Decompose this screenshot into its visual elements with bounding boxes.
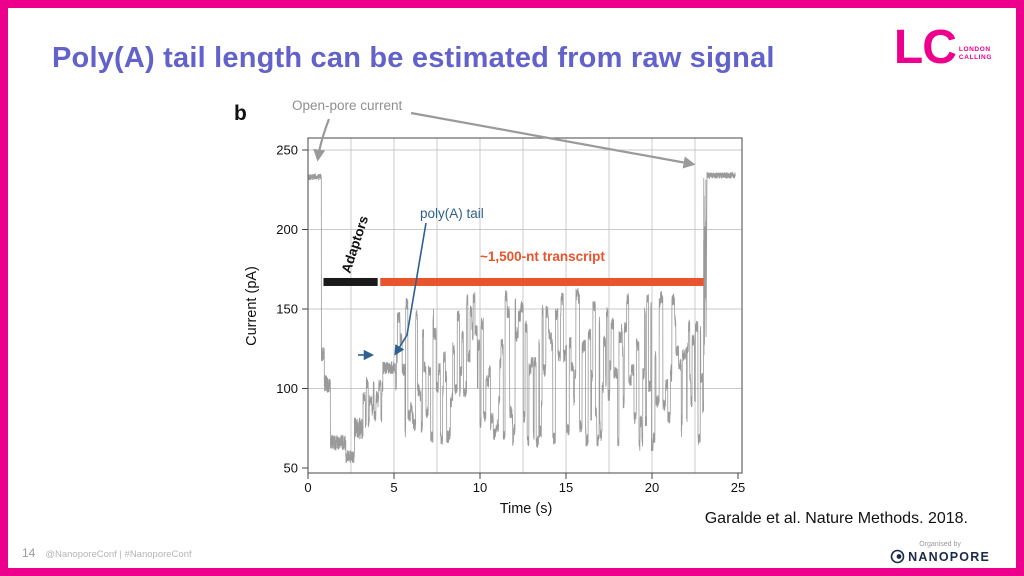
polya-tail-label: poly(A) tail [420,206,484,221]
y-tick-label: 50 [284,461,298,476]
lc-logo-sub-line1: LONDON [958,46,991,53]
adaptor-bar [323,277,378,286]
x-tick-label: 10 [473,480,487,495]
plot-area-border [307,137,743,474]
y-tick-label: 150 [276,302,298,317]
nanopore-wordmark: NANOPORE [908,549,990,564]
social-handles: @NanoporeConf | #NanoporeConf [45,549,192,560]
open-pore-current-label: Open-pore current [292,98,403,113]
polya-tail-arrow [394,222,427,356]
x-axis-label: Time (s) [500,501,553,517]
y-tick-label: 100 [276,381,298,396]
lc-logo-subtext: LONDON CALLING [959,46,992,62]
lc-logo-sub-line2: CALLING [958,54,992,61]
nanopore-logo: NANOPORE [890,549,990,564]
x-tick-label: 25 [731,480,745,495]
organised-by-label: Organised by [919,541,961,548]
region-bars [323,277,704,286]
organiser-block: Organised by NANOPORE [890,541,990,564]
raw-signal-figure: 0 5 10 15 20 25 50 100 150 200 250 Time (s) Curren… [234,98,745,517]
open-pore-arrow-left [313,118,331,162]
y-tick-label: 250 [276,143,298,158]
nanopore-logo-icon [890,549,905,564]
transcript-label: ~1,500-nt transcript [480,249,605,264]
chart-grid [308,138,742,473]
y-axis-label: Current (pA) [244,266,260,346]
adaptors-label: Adaptors [339,214,372,275]
panel-label: b [234,102,247,125]
london-calling-logo: LC LONDON CALLING [894,24,992,72]
chart-axes: 0 5 10 15 20 25 50 100 150 200 250 [276,143,745,496]
open-pore-arrow-right [410,111,696,169]
citation: Garalde et al. Nature Methods. 2018. [704,510,968,527]
x-tick-label: 15 [559,480,573,495]
footer-left: 14 @NanoporeConf | #NanoporeConf [22,546,192,560]
signal-trace [308,170,736,464]
page-number: 14 [22,546,36,560]
x-tick-label: 5 [390,480,397,495]
transcript-bar [380,277,704,286]
slide-title: Poly(A) tail length can be estimated fro… [52,42,775,74]
x-tick-label: 0 [304,480,311,495]
signal-trace-group [308,170,736,464]
lc-logo-text: LC [893,21,957,74]
x-tick-label: 20 [645,480,659,495]
y-tick-label: 200 [276,222,298,237]
